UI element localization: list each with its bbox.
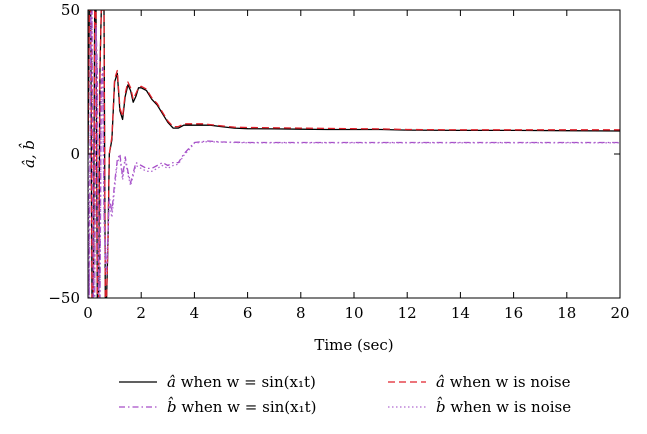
x-tick-label: 18 xyxy=(557,304,576,322)
x-tick-label: 0 xyxy=(83,304,93,322)
series-line-3 xyxy=(88,10,620,298)
series-line-4 xyxy=(88,10,620,298)
x-tick-label: 2 xyxy=(136,304,146,322)
series-line-1 xyxy=(88,10,620,298)
plot-frame xyxy=(87,9,621,299)
x-tick-label: 16 xyxy=(504,304,523,322)
legend-label-a-noise: â when w is noise xyxy=(436,373,571,391)
legend-label-b-sin: b̂ when w = sin(x₁t) xyxy=(167,397,317,416)
y-tick-label: 50 xyxy=(61,1,80,19)
series-layer xyxy=(88,10,620,298)
x-tick-label: 14 xyxy=(451,304,470,322)
series-line-2 xyxy=(88,10,620,298)
legend-label-b-noise: b̂ when w is noise xyxy=(436,397,571,416)
x-tick-label: 10 xyxy=(344,304,363,322)
x-tick-label: 4 xyxy=(190,304,200,322)
x-tick-label: 12 xyxy=(398,304,417,322)
y-axis-title: â, b̂ xyxy=(19,140,38,168)
y-tick-label: −50 xyxy=(48,289,80,307)
legend-label-a-sin: â when w = sin(x₁t) xyxy=(167,373,316,391)
legend: â when w = sin(x₁t) â when w is noise b̂ w… xyxy=(119,373,571,416)
x-tick-label: 6 xyxy=(243,304,253,322)
x-tick-label: 20 xyxy=(610,304,629,322)
y-tick-label: 0 xyxy=(70,145,80,163)
x-tick-label: 8 xyxy=(296,304,306,322)
x-axis-title: Time (sec) xyxy=(314,336,393,354)
